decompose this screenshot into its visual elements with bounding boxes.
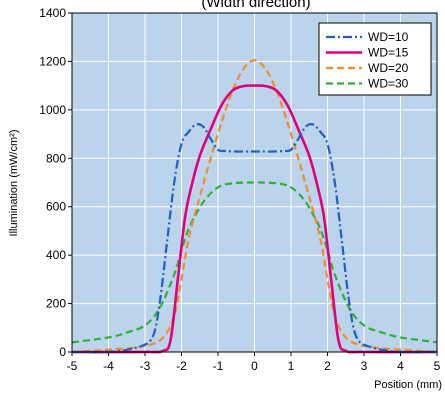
x-tick-label: -4 xyxy=(103,359,114,373)
legend-entry: WD=10 xyxy=(368,30,409,44)
series-line-wd-15 xyxy=(71,84,438,354)
y-tick-label: 800 xyxy=(46,151,66,165)
x-tick-label: 0 xyxy=(251,359,258,373)
y-tick-label: 1000 xyxy=(39,103,66,117)
x-tick-label: -5 xyxy=(67,359,78,373)
x-tick-labels: -5 -4 -3 -2 -1 0 1 2 3 4 5 xyxy=(67,359,441,373)
y-tick-label: 0 xyxy=(59,345,66,359)
series-layer xyxy=(71,12,438,354)
chart-title: (Width direction) xyxy=(201,0,310,11)
x-tick-label: 2 xyxy=(324,359,331,373)
series-line-wd-30 xyxy=(71,181,438,344)
legend-entry: WD=15 xyxy=(368,46,409,60)
legend-entry: WD=20 xyxy=(368,61,409,75)
y-tick-labels: 0 200 400 600 800 1000 1200 1400 xyxy=(39,6,66,359)
x-tick-label: 5 xyxy=(434,359,441,373)
x-tick-label: -1 xyxy=(213,359,224,373)
x-tick-label: 4 xyxy=(397,359,404,373)
y-tick-label: 1400 xyxy=(39,6,66,20)
legend-entry: WD=30 xyxy=(368,77,409,91)
y-tick-label: 1200 xyxy=(39,54,66,68)
y-tick-label: 600 xyxy=(46,200,66,214)
y-axis-label: Illumination (mW/cm²) xyxy=(8,130,20,237)
x-axis-label: Position (mm) xyxy=(374,379,442,391)
x-tick-label: -3 xyxy=(140,359,151,373)
plot-frame xyxy=(71,12,438,353)
y-tick-label: 400 xyxy=(46,248,66,262)
x-tick-label: 1 xyxy=(288,359,295,373)
x-tick-label: 3 xyxy=(361,359,368,373)
series-line-wd-10 xyxy=(71,123,438,354)
y-tick-label: 200 xyxy=(46,297,66,311)
x-tick-label: -2 xyxy=(176,359,187,373)
